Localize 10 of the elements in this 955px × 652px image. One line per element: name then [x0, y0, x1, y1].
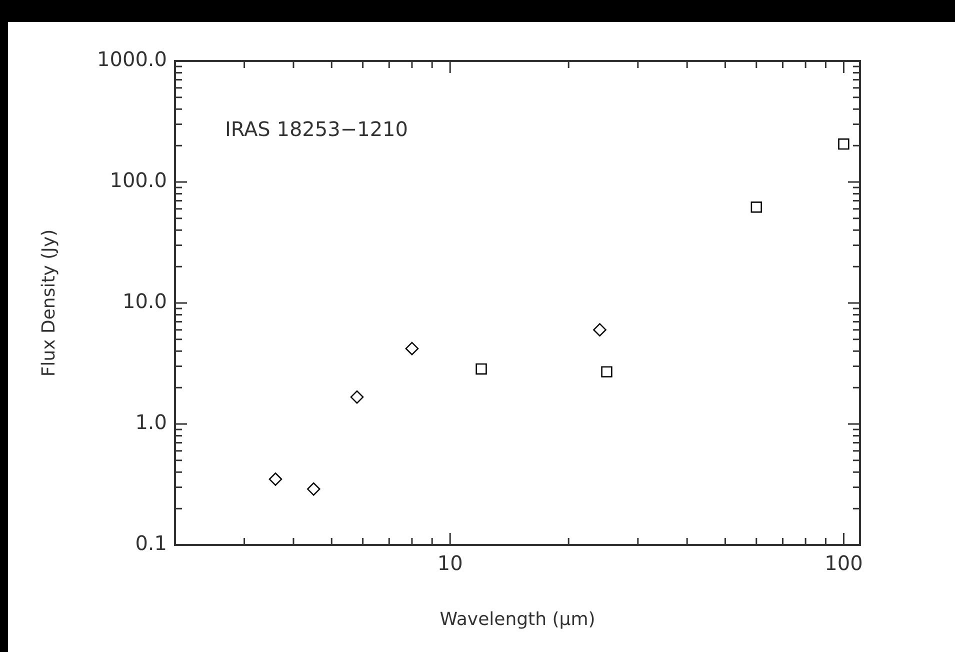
y-tick-label: 0.1 [135, 531, 167, 556]
y-tick-label: 1.0 [135, 410, 167, 434]
annotation: IRAS 18253−1210 [225, 117, 408, 142]
y-tick-label: 10.0 [122, 289, 167, 314]
x-tick-label: 100 [824, 551, 863, 576]
y-tick-label: 100.0 [110, 168, 167, 192]
x-axis-title: Wavelength (μm) [440, 608, 596, 630]
y-axis-title: Flux Density (Jy) [38, 229, 60, 377]
y-tick-label: 1000.0 [97, 47, 167, 72]
x-tick-label: 10 [437, 551, 463, 576]
